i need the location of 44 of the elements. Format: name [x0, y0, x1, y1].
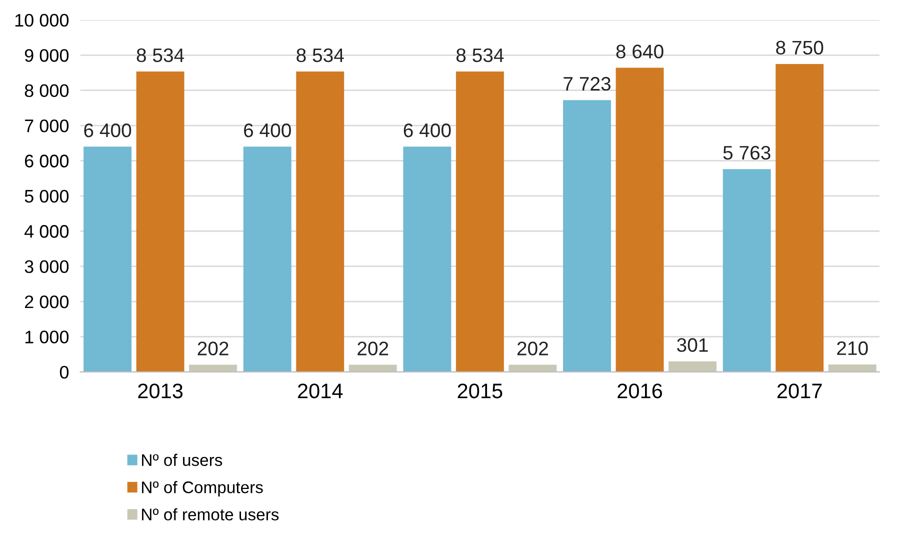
bar [296, 72, 344, 372]
x-tick-label: 2013 [138, 384, 183, 398]
x-tick-label: 2016 [618, 384, 662, 398]
bar [456, 72, 504, 372]
y-tick-label: 5 000 [24, 190, 69, 203]
legend-label: Nº of Computers [142, 481, 263, 497]
x-tick-label: 2015 [458, 384, 502, 398]
data-label: 6 400 [244, 123, 291, 138]
y-tick-label: 0 [60, 366, 69, 379]
data-label: 8 534 [456, 48, 504, 62]
data-label: 6 400 [404, 123, 451, 138]
x-tick-label: 2017 [777, 384, 822, 398]
data-label: 202 [198, 342, 228, 356]
y-tick-label: 2 000 [24, 295, 69, 308]
y-tick-label: 4 000 [24, 225, 69, 238]
y-tick-label: 10 000 [15, 14, 69, 27]
y-tick-label: 7 000 [25, 119, 69, 132]
bar [616, 68, 664, 372]
data-label: 8 750 [776, 40, 824, 55]
bar [136, 72, 184, 372]
y-tick-label: 1 000 [25, 330, 69, 344]
data-label: 8 640 [616, 44, 664, 58]
bar [563, 100, 612, 372]
data-label: 202 [358, 342, 388, 356]
data-label: 8 534 [296, 48, 344, 62]
x-tick-label: 2014 [298, 384, 343, 398]
y-tick-label: 8 000 [24, 84, 69, 98]
y-tick-label: 3 000 [24, 260, 69, 274]
data-label: 202 [517, 342, 548, 356]
legend-label: Nº of remote users [142, 508, 279, 520]
legend-label: Nº of users [142, 454, 222, 466]
bar [243, 146, 292, 372]
bar [84, 146, 132, 372]
data-label: 6 400 [84, 123, 132, 138]
bar [776, 64, 824, 372]
bar [403, 146, 452, 372]
y-tick-label: 6 000 [24, 154, 69, 168]
data-label: 8 534 [136, 48, 184, 62]
data-label: 301 [677, 338, 708, 352]
data-label: 7 723 [564, 76, 611, 91]
data-label: 5 763 [723, 146, 770, 160]
y-tick-label: 9 000 [24, 49, 69, 62]
data-label: 210 [837, 341, 868, 356]
bar [722, 169, 771, 372]
